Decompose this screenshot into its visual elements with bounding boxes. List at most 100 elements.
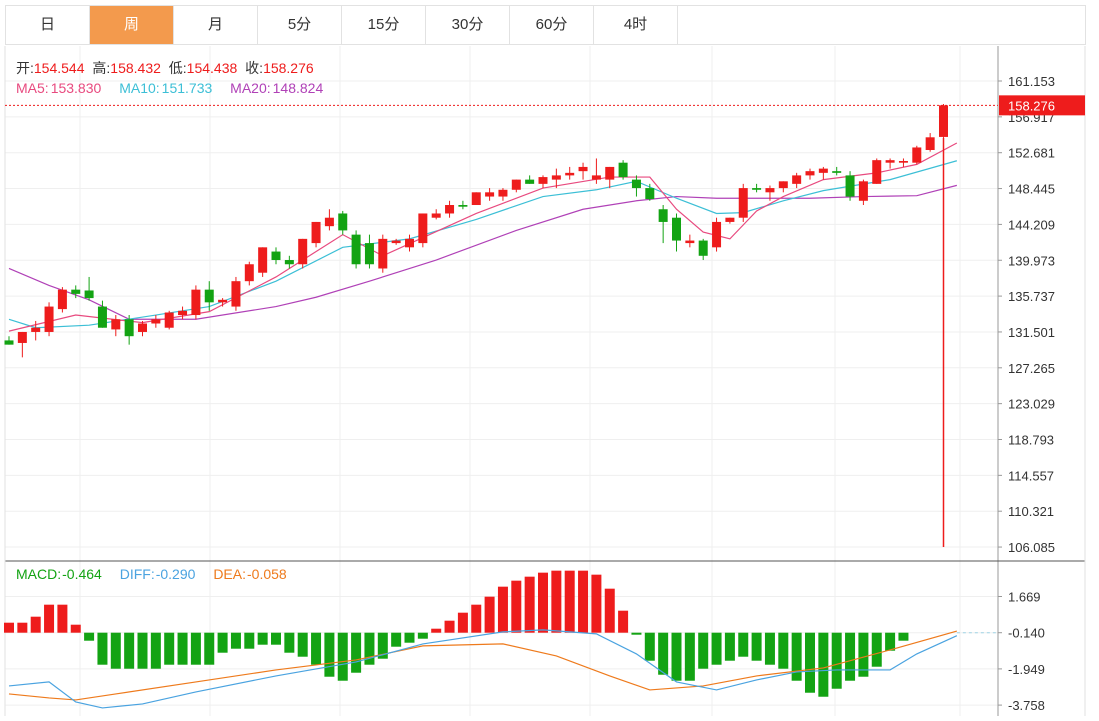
candle-body	[191, 289, 201, 316]
candle-body	[712, 221, 722, 248]
macd-bar	[885, 632, 896, 651]
candle-body	[471, 192, 481, 206]
candle-body	[44, 306, 54, 332]
macd-bar	[511, 580, 522, 633]
tab-1[interactable]: 周	[90, 6, 174, 44]
candle-body	[898, 161, 908, 163]
macd-bar	[791, 632, 802, 681]
macd-bar	[551, 570, 562, 633]
macd-bar	[297, 632, 308, 657]
candle-body	[832, 171, 842, 173]
candle-body	[97, 306, 107, 328]
macd-bar	[364, 632, 375, 665]
macd-bar	[377, 632, 388, 659]
axes	[4, 46, 1086, 716]
close-value: 158.276	[263, 60, 314, 76]
tab-6[interactable]: 60分	[510, 6, 594, 44]
candle-body	[752, 188, 762, 190]
candle-body	[925, 137, 935, 151]
tab-2[interactable]: 月	[174, 6, 258, 44]
candle-body	[445, 205, 455, 214]
macd-bar	[311, 632, 322, 665]
macd-bar	[44, 604, 55, 633]
macd-bar	[764, 632, 775, 665]
tab-4[interactable]: 15分	[342, 6, 426, 44]
tab-5[interactable]: 30分	[426, 6, 510, 44]
macd-bar	[337, 632, 348, 681]
high-value: 158.432	[110, 60, 161, 76]
y-tick-label: 110.321	[1008, 504, 1054, 519]
candle-body	[124, 319, 134, 337]
dea-value: -0.058	[247, 566, 287, 582]
low-label: 低:	[168, 60, 187, 76]
macd-bar	[404, 632, 415, 643]
macd-bar	[805, 632, 815, 693]
candle-body	[765, 188, 775, 193]
macd-label: MACD:	[16, 566, 62, 582]
candle-body	[218, 299, 228, 303]
candle-body	[111, 319, 121, 330]
macd-bar	[671, 632, 682, 681]
candle-body	[164, 312, 174, 328]
dea-line	[8, 630, 958, 701]
macd-bar	[471, 604, 482, 633]
tab-3[interactable]: 5分	[258, 6, 342, 44]
macd-bar	[618, 610, 629, 633]
candle-body	[391, 240, 401, 244]
macd-bar	[711, 632, 722, 665]
candle-body	[845, 175, 855, 197]
macd-bar	[391, 632, 402, 647]
macd-bar	[257, 632, 268, 645]
macd-bar	[217, 632, 228, 653]
candle-body	[578, 166, 588, 172]
macd-bar	[778, 632, 789, 669]
macd-bar	[204, 632, 215, 665]
candle-body	[485, 192, 495, 197]
macd-bar	[84, 632, 95, 641]
ma-info: MA5: 153.830 MA10: 151.733 MA20: 148.824	[16, 80, 327, 96]
macd-bar	[444, 620, 455, 633]
macd-bar	[831, 632, 842, 689]
candle-body	[698, 240, 708, 256]
y-tick-label: 131.501	[1008, 325, 1055, 340]
tab-0[interactable]: 日	[6, 6, 90, 44]
y-tick-label: 106.085	[1008, 540, 1055, 555]
candle-body	[818, 168, 828, 173]
ma10-label: MA10:	[119, 80, 160, 96]
macd-value: -0.464	[62, 566, 102, 582]
macd-bar	[4, 622, 14, 633]
candle-body	[458, 205, 468, 207]
y-tick-label: 152.681	[1008, 146, 1055, 161]
tab-7[interactable]: 4时	[594, 6, 678, 44]
candle-body	[912, 147, 922, 163]
close-label: 收:	[245, 60, 264, 76]
candle-body	[551, 175, 561, 180]
dea-label: DEA:	[213, 566, 246, 582]
candle-body	[778, 181, 788, 189]
macd-tick-label: 1.669	[1008, 590, 1041, 605]
candle-body	[57, 289, 67, 310]
macd-bar	[524, 576, 535, 633]
candle-body	[498, 189, 508, 197]
macd-panel	[4, 570, 998, 709]
ma20-line	[8, 184, 957, 320]
macd-bar	[858, 632, 869, 677]
candle-body	[71, 289, 81, 294]
macd-bar	[578, 570, 589, 633]
ma10-line	[8, 160, 958, 329]
macd-bar	[30, 616, 41, 633]
candles	[4, 104, 998, 548]
macd-bar	[70, 624, 81, 633]
macd-bar	[457, 612, 468, 633]
candle-body	[939, 105, 948, 137]
candle-body	[565, 172, 575, 176]
y-tick-label: 144.209	[1008, 217, 1055, 232]
candle-body	[725, 217, 735, 222]
macd-tick-label: -0.140	[1008, 626, 1045, 641]
macd-bar	[497, 586, 508, 633]
y-tick-label: 123.029	[1008, 397, 1055, 412]
macd-tick-label: -1.949	[1008, 662, 1045, 677]
macd-tick-label: -3.758	[1008, 698, 1045, 713]
ma10-value: 151.733	[161, 80, 213, 96]
macd-bar	[57, 604, 68, 633]
